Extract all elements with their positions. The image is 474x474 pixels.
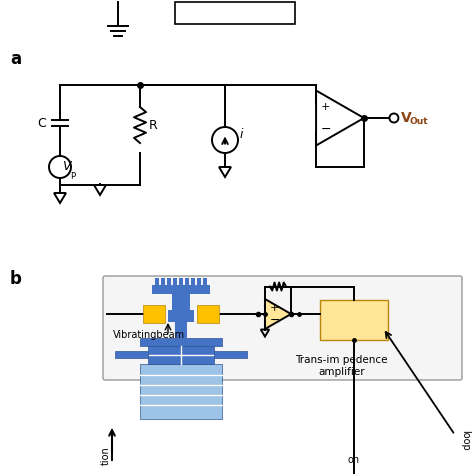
Text: Trans-im pedence
amplifier: Trans-im pedence amplifier xyxy=(295,355,388,377)
Text: a: a xyxy=(10,50,21,68)
FancyBboxPatch shape xyxy=(115,351,148,358)
Text: Out: Out xyxy=(410,117,428,126)
FancyBboxPatch shape xyxy=(179,278,183,285)
Text: V: V xyxy=(62,161,71,173)
Polygon shape xyxy=(316,91,364,146)
FancyBboxPatch shape xyxy=(140,364,222,419)
Text: −: − xyxy=(270,313,281,327)
Text: C: C xyxy=(37,117,46,129)
FancyBboxPatch shape xyxy=(197,278,201,285)
FancyBboxPatch shape xyxy=(172,294,190,314)
Text: +: + xyxy=(270,303,279,313)
Text: R: R xyxy=(149,118,158,131)
FancyBboxPatch shape xyxy=(197,305,219,323)
Text: Vibratingbeam: Vibratingbeam xyxy=(113,330,185,340)
FancyBboxPatch shape xyxy=(140,338,222,346)
FancyBboxPatch shape xyxy=(185,278,189,285)
Text: i: i xyxy=(240,128,244,142)
FancyBboxPatch shape xyxy=(214,351,247,358)
FancyBboxPatch shape xyxy=(203,278,207,285)
FancyBboxPatch shape xyxy=(175,2,295,24)
Text: V: V xyxy=(401,111,412,125)
Polygon shape xyxy=(265,299,291,329)
FancyBboxPatch shape xyxy=(143,305,165,323)
FancyBboxPatch shape xyxy=(191,278,195,285)
Text: −: − xyxy=(321,122,332,136)
FancyBboxPatch shape xyxy=(173,278,177,285)
Text: P: P xyxy=(70,172,75,181)
FancyBboxPatch shape xyxy=(103,276,462,380)
Text: tion: tion xyxy=(101,446,111,465)
FancyBboxPatch shape xyxy=(161,278,165,285)
FancyBboxPatch shape xyxy=(152,285,210,294)
FancyBboxPatch shape xyxy=(320,300,388,340)
Text: on: on xyxy=(348,455,360,465)
FancyBboxPatch shape xyxy=(175,322,187,338)
FancyBboxPatch shape xyxy=(167,278,171,285)
FancyBboxPatch shape xyxy=(168,310,194,322)
Text: loop: loop xyxy=(460,430,470,451)
Text: +: + xyxy=(321,102,330,112)
Text: b: b xyxy=(10,270,22,288)
FancyBboxPatch shape xyxy=(148,346,214,364)
FancyBboxPatch shape xyxy=(155,278,159,285)
